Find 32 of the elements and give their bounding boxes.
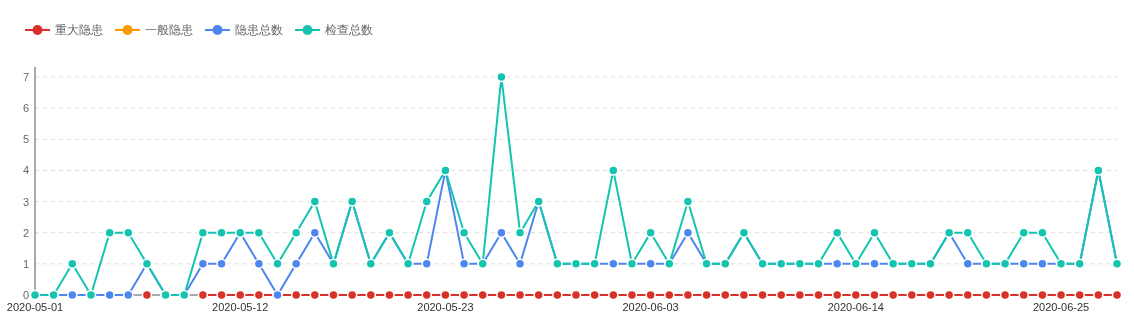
point bbox=[645, 227, 656, 238]
point bbox=[290, 227, 302, 238]
y-tick-label: 6 bbox=[22, 102, 29, 115]
legend-label: 隐患总数 bbox=[235, 23, 283, 37]
legend-label: 检查总数 bbox=[325, 23, 373, 37]
point bbox=[608, 165, 619, 176]
y-tick-label: 1 bbox=[22, 257, 29, 270]
x-tick-label: 2020-06-03 bbox=[622, 301, 679, 313]
legend-label: 一般隐患 bbox=[145, 23, 193, 37]
point bbox=[123, 227, 134, 238]
y-tick-label: 3 bbox=[22, 195, 29, 208]
point bbox=[458, 227, 470, 238]
x-tick-label: 2020-06-25 bbox=[1032, 301, 1090, 313]
x-tick-label: 2020-06-14 bbox=[827, 301, 884, 313]
point bbox=[514, 227, 526, 238]
point bbox=[682, 196, 694, 207]
point bbox=[104, 227, 115, 238]
point bbox=[962, 227, 974, 238]
y-tick-label: 0 bbox=[22, 289, 29, 301]
y-tick-label: 5 bbox=[22, 133, 29, 146]
y-tick-label: 2 bbox=[22, 226, 29, 239]
point bbox=[1018, 227, 1029, 238]
y-tick-label: 4 bbox=[22, 164, 29, 177]
legend-label: 重大隐患 bbox=[55, 23, 103, 37]
point bbox=[67, 258, 78, 270]
x-tick-label: 2020-05-23 bbox=[417, 301, 474, 313]
x-tick-label: 2020-05-01 bbox=[6, 301, 64, 313]
y-tick-label: 7 bbox=[22, 71, 29, 83]
point bbox=[1037, 227, 1048, 238]
x-tick-label: 2020-05-12 bbox=[212, 301, 269, 313]
point bbox=[496, 71, 507, 83]
point bbox=[290, 258, 302, 270]
